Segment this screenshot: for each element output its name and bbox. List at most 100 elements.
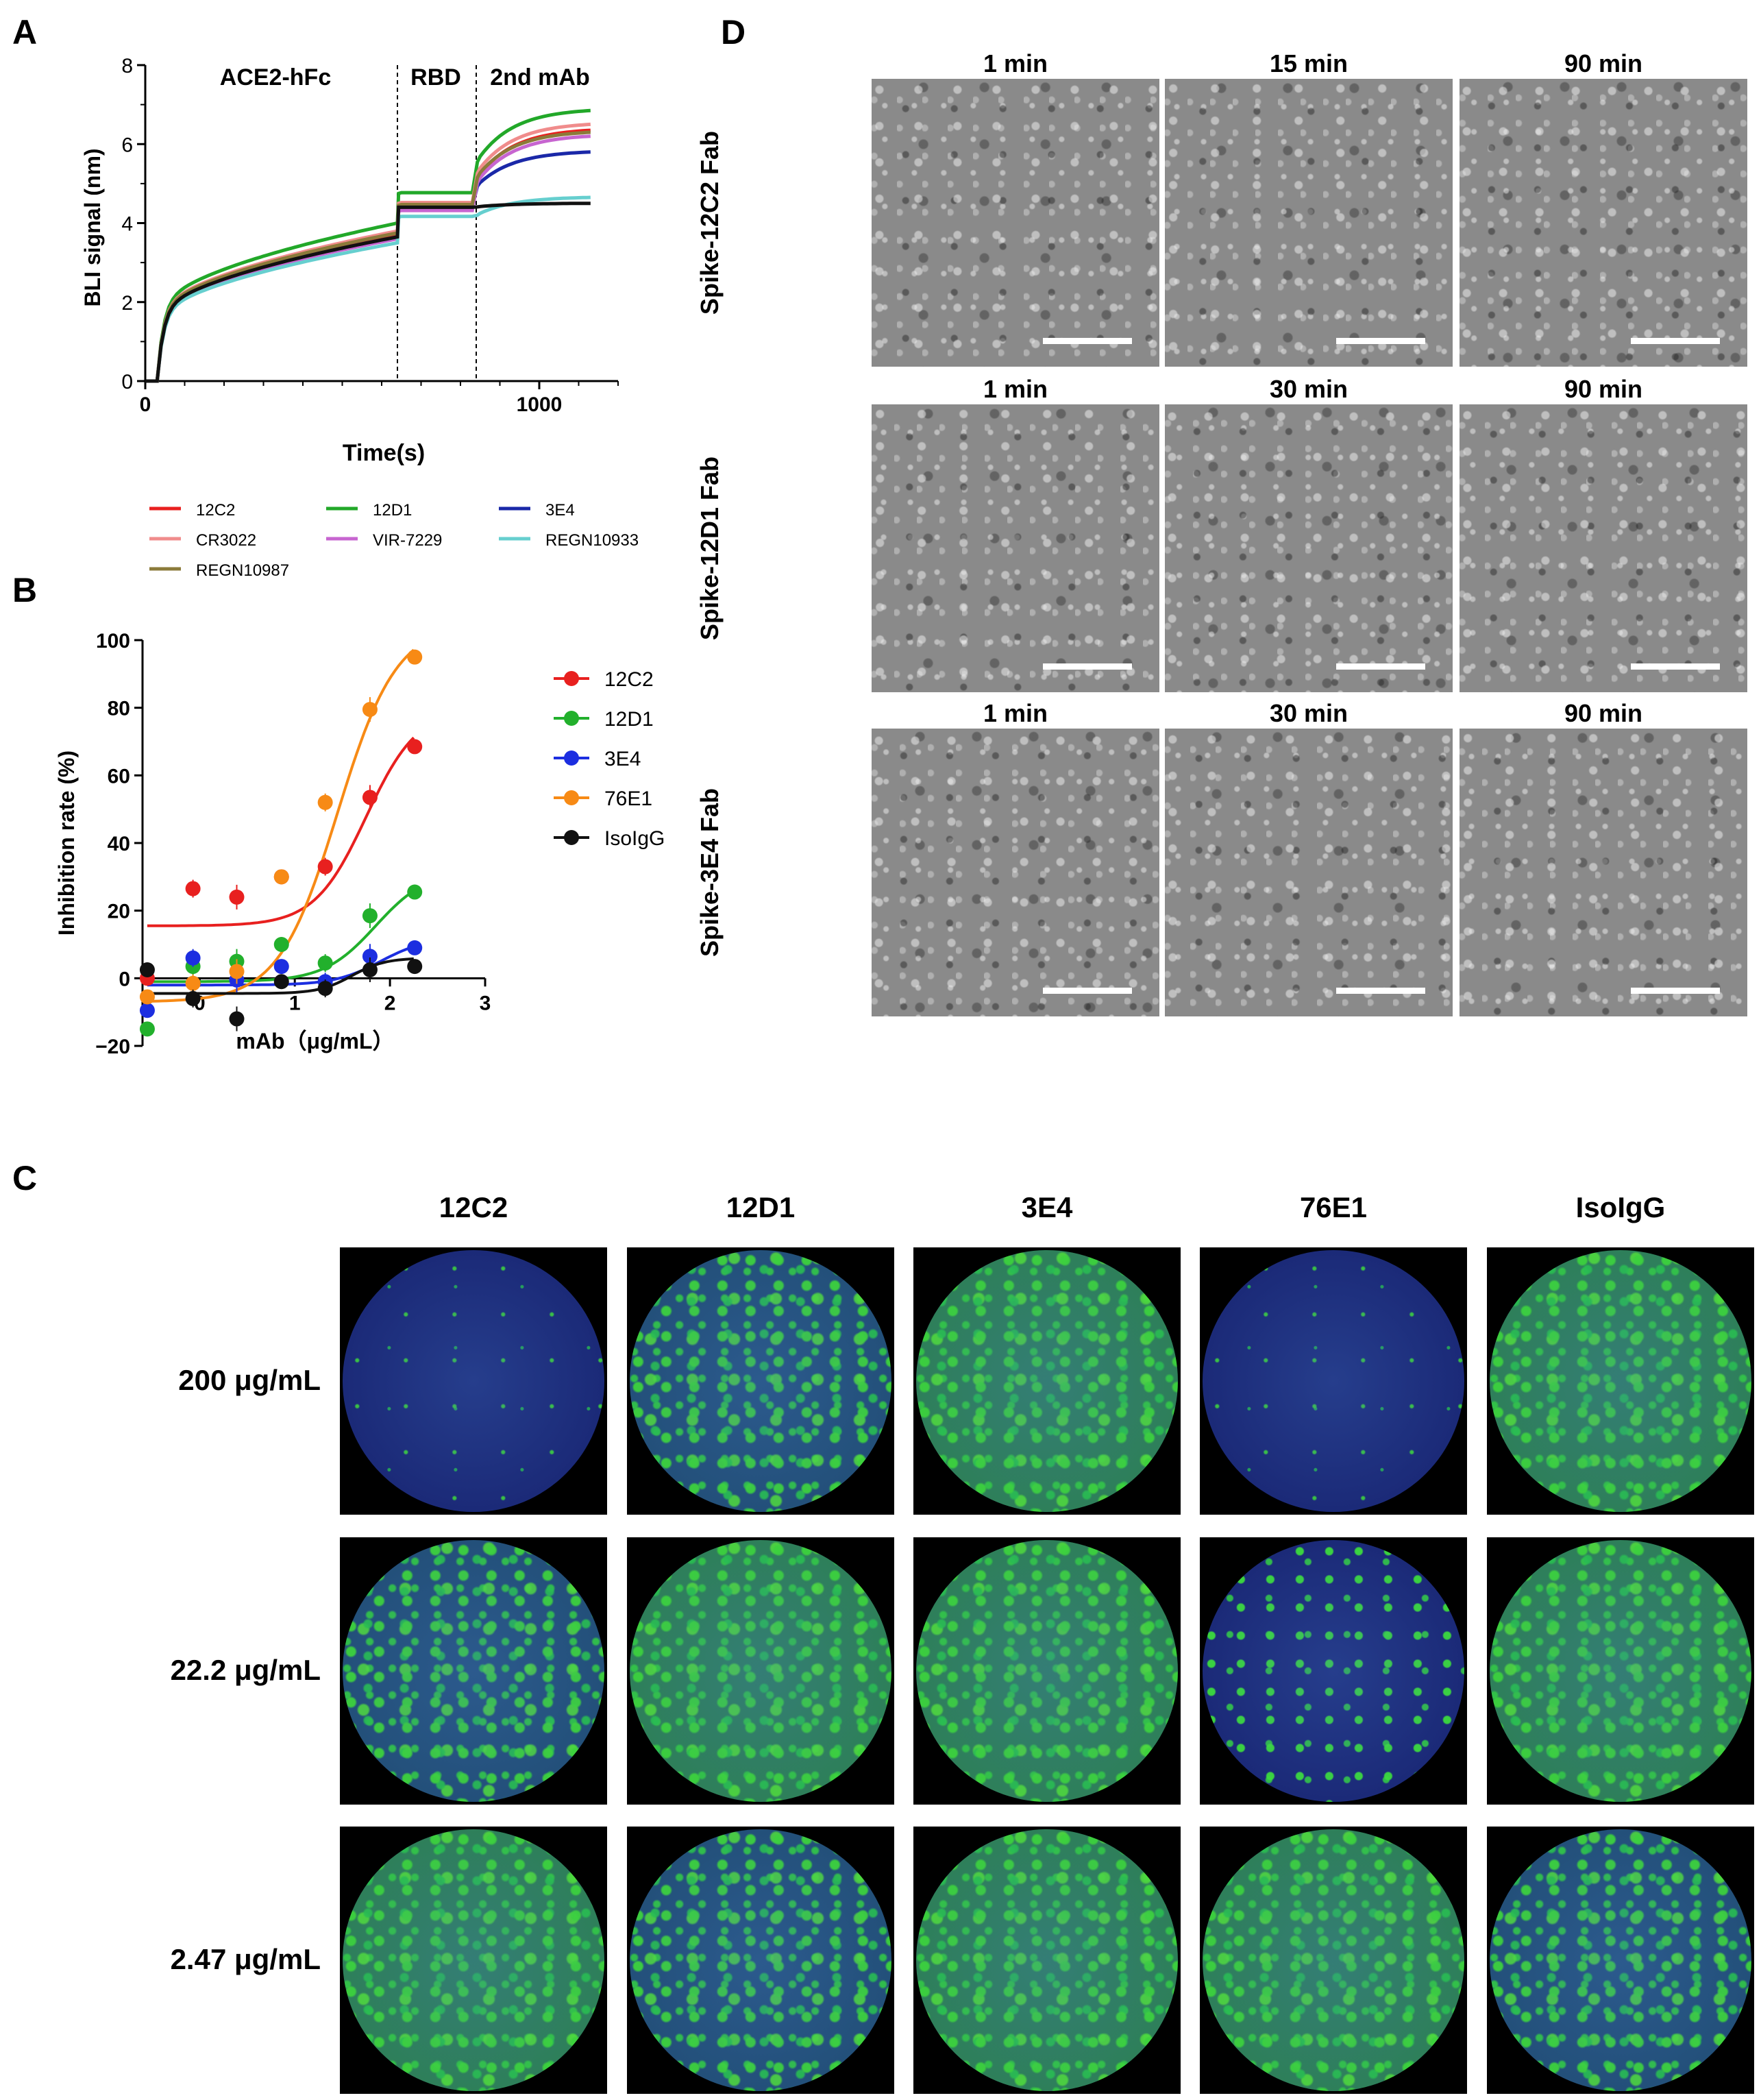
panel-d-time-label: 90 min: [1564, 375, 1643, 403]
panel-c-well-glow: [1203, 1540, 1464, 1802]
panel-d-time-label: 1 min: [983, 375, 1048, 403]
panel-a-y-label: BLI signal (nm): [80, 148, 105, 306]
panel-d-scale-bar: [1631, 988, 1720, 994]
panel-c-well: [1490, 1829, 1751, 2091]
panel-c-well: [1490, 1250, 1751, 1512]
panel-d-letter: D: [721, 13, 746, 51]
panel-a-y-tick-label: 4: [121, 213, 133, 236]
panel-d-em-micrograph: [872, 79, 1159, 367]
panel-b-legend-label: 12D1: [604, 708, 654, 731]
panel-b-fit-curve-12c2: [147, 736, 415, 927]
panel-c-well: [343, 1829, 604, 2091]
panel-a-x-tick-label: 0: [140, 393, 151, 416]
panel-b-point-76e1: [273, 869, 289, 885]
panel-d-time-label: 30 min: [1269, 375, 1349, 403]
panel-d-time-label: 1 min: [983, 699, 1048, 727]
panel-d-em-micrograph: [1460, 79, 1747, 367]
panel-c-well: [343, 1250, 604, 1512]
panel-b-point-isoigg: [229, 1011, 245, 1027]
panel-c-well-glow: [343, 1250, 604, 1512]
panel-c-well: [1203, 1829, 1464, 2091]
panel-c-if-well-image: [1200, 1247, 1467, 1515]
panel-c-well: [630, 1540, 891, 1802]
panel-b-legend-swatch-dot: [564, 790, 579, 805]
panel-c-well: [343, 1540, 604, 1802]
panel-c-well: [630, 1250, 891, 1512]
panel-b-point-isoigg: [139, 962, 155, 977]
panel-d-row-label: Spike-3E4 Fab: [695, 788, 724, 957]
panel-a-bli-chart: 0 2 4 6 8 0 1000 12C2 12D1 3E4 CR3022 VIR-7229 REGN…: [80, 55, 639, 580]
panel-b-legend-swatch-dot: [564, 750, 579, 766]
panel-c-well: [916, 1250, 1178, 1512]
panel-b-y-tick-label: 0: [119, 968, 130, 990]
panel-d-row-label: Spike-12C2 Fab: [695, 130, 724, 315]
panel-b-point-3e4: [362, 949, 378, 964]
panel-a-legend-label: VIR-7229: [373, 531, 442, 550]
panel-d-scale-bar: [1043, 663, 1132, 670]
panel-c-well-glow: [1203, 1250, 1464, 1512]
panel-b-point-12d1: [362, 908, 378, 924]
panel-d-em-micrograph: [872, 729, 1159, 1016]
panel-c-well-glow: [1490, 1250, 1751, 1512]
panel-b-x-tick-label: 2: [384, 992, 396, 1014]
panel-b-point-3e4: [407, 940, 423, 955]
panel-c-well-glow: [630, 1250, 891, 1512]
panel-c-well-glow: [916, 1250, 1178, 1512]
panel-c-if-well-image: [627, 1537, 894, 1805]
panel-a-legend-label: 12D1: [373, 501, 412, 520]
panel-a-y-tick-label: 6: [121, 134, 133, 156]
panel-c-well-glow: [1490, 1540, 1751, 1802]
panel-c-if-well-image: [627, 1247, 894, 1515]
panel-c-well-glow: [343, 1540, 604, 1802]
panel-b-y-tick-label: 100: [96, 630, 130, 652]
panel-c-well: [1203, 1540, 1464, 1802]
panel-b-point-76e1: [317, 794, 333, 810]
panel-c-well: [1490, 1540, 1751, 1802]
panel-c-if-well-image: [627, 1827, 894, 2094]
panel-a-series-line-12d1: [145, 108, 591, 383]
panel-b-point-12c2: [317, 859, 333, 875]
panel-c-if-well-image: [913, 1827, 1181, 2094]
panel-c-if-well-image: [340, 1537, 607, 1805]
panel-d-em-micrograph: [1460, 404, 1747, 692]
panel-a-legend-label: CR3022: [196, 531, 256, 550]
panel-b-legend-swatch-dot: [564, 711, 579, 726]
panel-b-point-3e4: [273, 959, 289, 975]
panel-c-well: [1203, 1250, 1464, 1512]
panel-d-scale-bar: [1631, 663, 1720, 670]
panel-a-series-line-unlabeled: [145, 202, 591, 383]
panel-d-scale-bar: [1336, 338, 1425, 344]
panel-b-x-tick-label: 3: [480, 992, 491, 1014]
panel-a-series-line-regn10933: [145, 195, 591, 383]
panel-c-well-glow: [630, 1540, 891, 1802]
panel-d-em-micrograph: [1460, 729, 1747, 1016]
panel-b-point-12d1: [273, 937, 289, 952]
panel-c-well-glow: [1203, 1829, 1464, 2091]
panel-c-row-label: 200 μg/mL: [178, 1364, 321, 1396]
panel-b-y-tick-label: 20: [108, 901, 130, 923]
panel-c-well: [916, 1829, 1178, 2091]
panel-c-if-well-image: [913, 1537, 1181, 1805]
panel-b-legend-label: 76E1: [604, 788, 652, 810]
panel-b-point-isoigg: [273, 974, 289, 990]
panel-d-time-label: 15 min: [1269, 49, 1349, 77]
panel-b-x-tick-label: 1: [289, 992, 301, 1014]
panel-b-point-12c2: [362, 790, 378, 805]
panel-a-legend-label: 3E4: [545, 501, 575, 520]
panel-c-well: [630, 1829, 891, 2091]
panel-a-legend-label: 12C2: [196, 501, 235, 520]
panel-d-time-label: 1 min: [983, 49, 1048, 77]
panel-b-y-tick-label: 40: [108, 833, 130, 855]
panel-c-well-glow: [916, 1829, 1178, 2091]
panel-b-legend-swatch-dot: [564, 830, 579, 845]
panel-c-if-well-image: [1487, 1537, 1754, 1805]
panel-b-point-isoigg: [317, 981, 333, 997]
panel-a-phase-label-3: 2nd mAb: [490, 64, 589, 90]
panel-a-series-line-12c2: [145, 128, 591, 383]
panel-b-point-isoigg: [362, 962, 378, 977]
panel-c-if-well-image: [913, 1247, 1181, 1515]
panel-c-letter: C: [12, 1159, 38, 1197]
panel-c-well-glow: [1490, 1829, 1751, 2091]
panel-b-point-12d1: [139, 1021, 155, 1037]
panel-b-point-12c2: [407, 739, 423, 755]
